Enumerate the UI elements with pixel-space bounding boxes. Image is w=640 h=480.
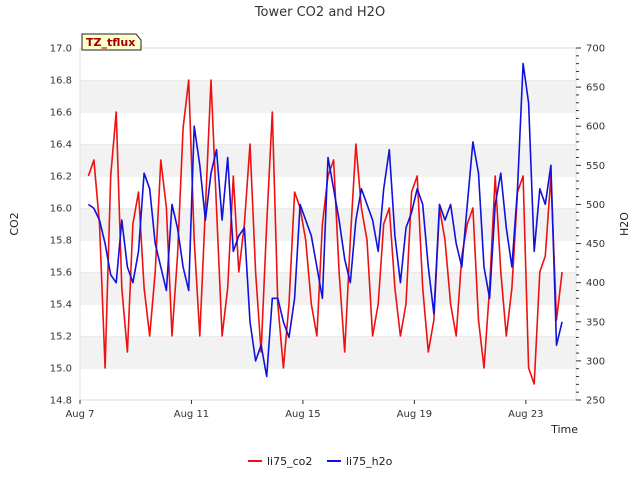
station-badge: TZ_tflux bbox=[81, 33, 142, 51]
station-badge-label: TZ_tflux bbox=[86, 36, 135, 49]
series-layer bbox=[87, 62, 563, 385]
y-axis-left-title: CO2 bbox=[8, 212, 21, 235]
y-left-tick-label: 16.6 bbox=[50, 108, 72, 119]
y-right-tick-label: 650 bbox=[586, 83, 605, 94]
y-left-tick-label: 15.0 bbox=[50, 364, 72, 375]
y-left-tick-label: 15.6 bbox=[50, 268, 72, 279]
y-right-tick-label: 600 bbox=[586, 122, 605, 133]
grid-band bbox=[80, 368, 576, 400]
series-line-li75-h2o bbox=[87, 62, 563, 378]
y-axis-right-title: H2O bbox=[618, 212, 631, 236]
y-right-tick-label: 350 bbox=[586, 317, 605, 328]
x-tick-label: Aug 19 bbox=[397, 409, 432, 420]
y-right-tick-label: 400 bbox=[586, 278, 605, 289]
plot-area bbox=[79, 47, 577, 401]
y-left-tick-label: 17.0 bbox=[50, 44, 72, 55]
x-tick-label: Aug 11 bbox=[174, 409, 209, 420]
right-axis-ticks: 250 300 350 400 450 500 550 600 650 700 bbox=[576, 44, 605, 407]
y-left-tick-label: 16.0 bbox=[50, 204, 72, 215]
y-right-tick-label: 250 bbox=[586, 396, 605, 407]
x-tick-label: Aug 23 bbox=[508, 409, 543, 420]
series-line-li75-co2 bbox=[87, 79, 563, 385]
y-right-tick-label: 300 bbox=[586, 356, 605, 367]
y-left-tick-label: 15.4 bbox=[50, 300, 72, 311]
plot-bands bbox=[80, 47, 576, 400]
y-left-tick-label: 14.8 bbox=[50, 396, 72, 407]
legend-label-co2: li75_co2 bbox=[267, 455, 312, 468]
y-right-tick-label: 450 bbox=[586, 239, 605, 250]
grid-band bbox=[80, 240, 576, 272]
legend: li75_co2 li75_h2o bbox=[248, 455, 393, 468]
x-axis-ticks: Aug 7 Aug 11 Aug 15 Aug 19 Aug 23 bbox=[65, 400, 544, 420]
y-right-tick-label: 500 bbox=[586, 200, 605, 211]
x-tick-label: Aug 7 bbox=[65, 409, 94, 420]
left-axis-ticks: 14.8 15.0 15.2 15.4 15.6 15.8 16.0 16.2 16.4 16.6… bbox=[50, 44, 72, 407]
y-left-tick-label: 16.4 bbox=[50, 140, 72, 151]
y-right-tick-label: 700 bbox=[586, 44, 605, 55]
x-axis-title: Time bbox=[550, 423, 578, 436]
y-left-tick-label: 16.2 bbox=[50, 172, 72, 183]
x-tick-label: Aug 15 bbox=[285, 409, 320, 420]
grid-band bbox=[80, 304, 576, 336]
grid-band bbox=[80, 48, 576, 80]
grid-band bbox=[80, 336, 576, 368]
legend-label-h2o: li75_h2o bbox=[346, 455, 393, 468]
chart-title: Tower CO2 and H2O bbox=[254, 5, 385, 20]
y-left-tick-label: 16.8 bbox=[50, 76, 72, 87]
y-left-tick-label: 15.8 bbox=[50, 236, 72, 247]
y-right-tick-label: 550 bbox=[586, 161, 605, 172]
y-left-tick-label: 15.2 bbox=[50, 332, 72, 343]
grid-band bbox=[80, 112, 576, 144]
grid-band bbox=[80, 80, 576, 112]
